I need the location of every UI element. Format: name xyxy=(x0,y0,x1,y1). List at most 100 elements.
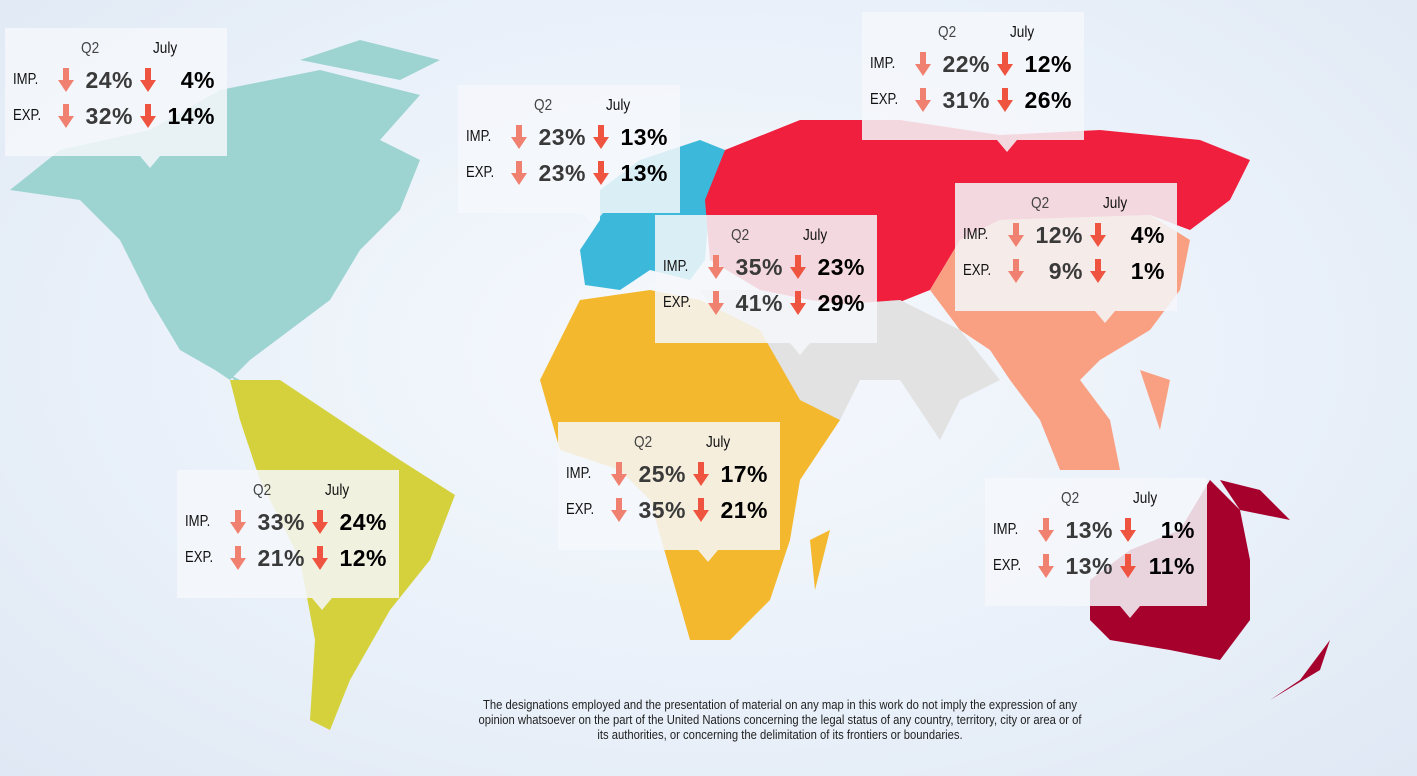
arrow-down-icon xyxy=(790,255,806,279)
imp-row: IMP. 22% 12% xyxy=(870,50,1072,78)
q2-header: Q2 xyxy=(81,40,100,57)
imp-q2-value: 33% xyxy=(257,508,305,535)
imp-label: IMP. xyxy=(963,226,989,243)
exp-label: EXP. xyxy=(13,107,42,124)
exp-row: EXP. 31% 26% xyxy=(870,86,1072,114)
arrow-down-icon xyxy=(230,546,246,570)
exp-label: EXP. xyxy=(963,262,992,279)
arrow-down-icon xyxy=(997,52,1013,76)
exp-q2-value: 35% xyxy=(638,496,686,523)
exp-q2-value: 21% xyxy=(257,544,305,571)
region-panel-south-america: Q2 July IMP. 33% 24% EXP. 21% 12% xyxy=(177,470,399,610)
exp-label: EXP. xyxy=(870,91,899,108)
exp-label: EXP. xyxy=(663,294,692,311)
q2-header: Q2 xyxy=(1031,195,1050,212)
exp-q2-value: 9% xyxy=(1048,257,1083,284)
imp-row: IMP. 33% 24% xyxy=(185,508,387,536)
exp-q2-value: 41% xyxy=(735,289,783,316)
exp-q2-value: 23% xyxy=(538,159,586,186)
exp-row: EXP. 23% 13% xyxy=(466,159,668,187)
arrow-down-icon xyxy=(790,291,806,315)
arrow-down-icon xyxy=(1038,554,1054,578)
arrow-down-icon xyxy=(1120,518,1136,542)
arrow-down-icon xyxy=(58,104,74,128)
region-panel-africa: Q2 July IMP. 25% 17% EXP. 35% 21% xyxy=(558,422,780,562)
exp-label: EXP. xyxy=(566,501,595,518)
imp-row: IMP. 23% 13% xyxy=(466,123,668,151)
exp-row: EXP. 35% 21% xyxy=(566,496,768,524)
imp-july-value: 13% xyxy=(620,123,668,150)
arrow-down-icon xyxy=(1008,223,1024,247)
imp-label: IMP. xyxy=(185,513,211,530)
arrow-down-icon xyxy=(708,255,724,279)
imp-q2-value: 22% xyxy=(942,50,990,77)
imp-july-value: 24% xyxy=(339,508,387,535)
exp-row: EXP. 13% 11% xyxy=(993,552,1195,580)
arrow-down-icon xyxy=(693,498,709,522)
q2-header: Q2 xyxy=(731,227,750,244)
arrow-down-icon xyxy=(511,125,527,149)
region-panel-oceania: Q2 July IMP. 13% 1% EXP. 13% 11% xyxy=(985,478,1207,618)
arrow-down-icon xyxy=(915,52,931,76)
imp-row: IMP. 12% 4% xyxy=(963,221,1165,249)
region-north-america[interactable] xyxy=(10,40,440,400)
july-header: July xyxy=(706,434,731,451)
exp-july-value: 13% xyxy=(620,159,668,186)
imp-label: IMP. xyxy=(13,71,39,88)
region-panel-europe: Q2 July IMP. 23% 13% EXP. 23% 13% xyxy=(458,85,680,225)
q2-header: Q2 xyxy=(1061,490,1080,507)
imp-row: IMP. 25% 17% xyxy=(566,460,768,488)
arrow-down-icon xyxy=(593,161,609,185)
exp-label: EXP. xyxy=(185,549,214,566)
arrow-down-icon xyxy=(230,510,246,534)
imp-july-value: 4% xyxy=(180,66,215,93)
exp-row: EXP. 41% 29% xyxy=(663,289,865,317)
july-header: July xyxy=(1103,195,1128,212)
imp-row: IMP. 24% 4% xyxy=(13,66,215,94)
region-panel-north-america: Q2 July IMP. 24% 4% EXP. 32% 14% xyxy=(5,28,227,168)
arrow-down-icon xyxy=(1090,259,1106,283)
imp-label: IMP. xyxy=(566,465,592,482)
july-header: July xyxy=(803,227,828,244)
arrow-down-icon xyxy=(140,68,156,92)
exp-label: EXP. xyxy=(466,164,495,181)
imp-q2-value: 23% xyxy=(538,123,586,150)
exp-july-value: 29% xyxy=(817,289,865,316)
july-header: July xyxy=(1133,490,1158,507)
exp-july-value: 14% xyxy=(167,102,215,129)
arrow-down-icon xyxy=(1038,518,1054,542)
exp-row: EXP. 32% 14% xyxy=(13,102,215,130)
exp-row: EXP. 21% 12% xyxy=(185,544,387,572)
q2-header: Q2 xyxy=(634,434,653,451)
arrow-down-icon xyxy=(1008,259,1024,283)
arrow-down-icon xyxy=(312,546,328,570)
region-panel-east-asia: Q2 July IMP. 12% 4% EXP. 9% 1% xyxy=(955,183,1177,323)
july-header: July xyxy=(153,40,178,57)
exp-july-value: 21% xyxy=(720,496,768,523)
imp-q2-value: 12% xyxy=(1035,221,1083,248)
region-oceania[interactable] xyxy=(1090,480,1330,700)
imp-q2-value: 13% xyxy=(1065,516,1113,543)
july-header: July xyxy=(606,97,631,114)
exp-row: EXP. 9% 1% xyxy=(963,257,1165,285)
imp-q2-value: 25% xyxy=(638,460,686,487)
imp-q2-value: 24% xyxy=(85,66,133,93)
imp-label: IMP. xyxy=(870,55,896,72)
arrow-down-icon xyxy=(915,88,931,112)
imp-label: IMP. xyxy=(993,521,1019,538)
imp-label: IMP. xyxy=(466,128,492,145)
q2-header: Q2 xyxy=(253,482,272,499)
arrow-down-icon xyxy=(1120,554,1136,578)
imp-july-value: 23% xyxy=(817,253,865,280)
arrow-down-icon xyxy=(708,291,724,315)
imp-july-value: 12% xyxy=(1024,50,1072,77)
exp-july-value: 11% xyxy=(1148,552,1195,579)
arrow-down-icon xyxy=(593,125,609,149)
exp-july-value: 12% xyxy=(339,544,387,571)
region-panel-russia-cis: Q2 July IMP. 22% 12% EXP. 31% 26% xyxy=(862,12,1084,152)
exp-q2-value: 13% xyxy=(1065,552,1113,579)
july-header: July xyxy=(325,482,350,499)
july-header: July xyxy=(1010,24,1035,41)
q2-header: Q2 xyxy=(534,97,553,114)
exp-q2-value: 32% xyxy=(85,102,133,129)
